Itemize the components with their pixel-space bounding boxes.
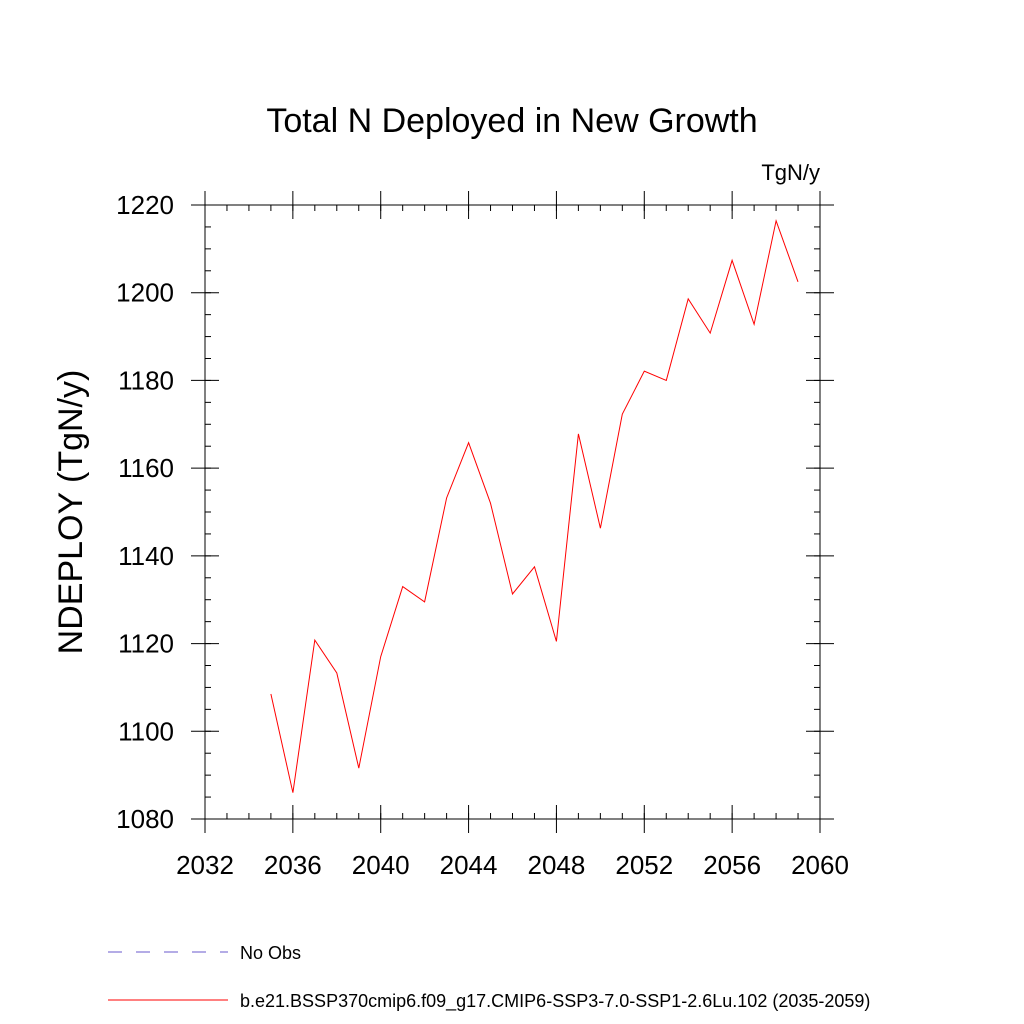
units-label: TgN/y bbox=[761, 160, 820, 185]
plot-frame bbox=[204, 204, 821, 820]
legend-label: b.e21.BSSP370cmip6.f09_g17.CMIP6-SSP3-7.… bbox=[240, 991, 870, 1012]
y-tick-label: 1200 bbox=[116, 278, 174, 308]
axis-ticks bbox=[191, 191, 834, 833]
y-tick-label: 1220 bbox=[116, 190, 174, 220]
y-tick-label: 1100 bbox=[118, 716, 174, 746]
x-tick-label: 2056 bbox=[703, 850, 761, 880]
series-line bbox=[270, 218, 799, 793]
y-tick-label: 1120 bbox=[118, 629, 174, 659]
data-series bbox=[270, 218, 799, 793]
chart-title: Total N Deployed in New Growth bbox=[266, 102, 757, 140]
x-tick-label: 2052 bbox=[615, 850, 673, 880]
legend-label: No Obs bbox=[240, 943, 301, 963]
y-tick-label: 1080 bbox=[116, 804, 174, 834]
y-axis-label: NDEPLOY (TgN/y) bbox=[52, 370, 90, 655]
x-tick-label: 2032 bbox=[176, 850, 234, 880]
x-tick-label: 2060 bbox=[791, 850, 849, 880]
x-tick-label: 2048 bbox=[528, 850, 586, 880]
x-tick-label: 2040 bbox=[352, 850, 410, 880]
x-tick-label: 2036 bbox=[264, 850, 322, 880]
y-tick-label: 1160 bbox=[118, 453, 174, 483]
x-tick-label: 2044 bbox=[440, 850, 498, 880]
legend: No Obs b.e21.BSSP370cmip6.f09_g17.CMIP6-S… bbox=[108, 943, 870, 1012]
tick-labels: 2032 2036 2040 2044 2048 2052 2056 2060 1080 1100… bbox=[116, 190, 849, 880]
y-tick-label: 1140 bbox=[118, 541, 174, 571]
y-tick-label: 1180 bbox=[118, 365, 174, 395]
